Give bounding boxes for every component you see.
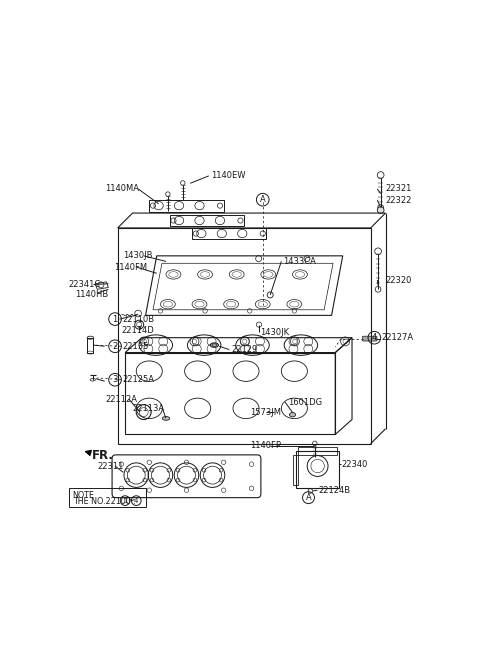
Text: 22114D: 22114D (121, 326, 154, 334)
Text: 1140FM: 1140FM (114, 263, 147, 271)
Text: 1430JB: 1430JB (123, 251, 153, 260)
Text: 4: 4 (134, 497, 138, 503)
Text: 22135: 22135 (122, 342, 149, 350)
Text: 1: 1 (123, 497, 127, 503)
Text: 1601DG: 1601DG (288, 398, 322, 406)
Bar (69, 487, 145, 507)
Text: 1430JK: 1430JK (260, 328, 289, 336)
Ellipse shape (162, 416, 170, 420)
Text: 1140EW: 1140EW (211, 172, 245, 180)
Ellipse shape (210, 343, 218, 347)
Text: 22125A: 22125A (122, 375, 155, 384)
Text: 22127A: 22127A (381, 333, 413, 342)
Text: 22311: 22311 (97, 462, 123, 471)
Text: 22129: 22129 (231, 345, 257, 354)
Text: ~: ~ (127, 496, 134, 505)
Text: THE NO.22100 :: THE NO.22100 : (72, 497, 135, 506)
Text: FR.: FR. (92, 449, 114, 462)
Bar (125, 352, 335, 434)
Text: 22113A: 22113A (132, 404, 165, 413)
Text: 22340: 22340 (342, 460, 368, 469)
Text: 22112A: 22112A (106, 394, 137, 404)
Text: 2: 2 (112, 342, 118, 350)
Text: NOTE: NOTE (72, 491, 95, 500)
Text: 22110B: 22110B (122, 315, 155, 324)
Circle shape (377, 207, 384, 213)
Ellipse shape (289, 412, 296, 417)
Text: 4: 4 (372, 333, 377, 342)
Text: 1140HB: 1140HB (75, 290, 108, 299)
Text: 1140FP: 1140FP (250, 441, 281, 450)
FancyBboxPatch shape (362, 336, 377, 341)
Text: 1: 1 (112, 315, 118, 324)
Text: 22341C: 22341C (68, 280, 100, 289)
Text: 1573JM: 1573JM (251, 408, 281, 416)
Text: A: A (260, 195, 265, 204)
Text: 22320: 22320 (385, 275, 412, 285)
Text: 1140MA: 1140MA (105, 184, 139, 194)
Text: A: A (306, 493, 312, 502)
Bar (118, 228, 371, 444)
Bar (298, 448, 337, 455)
Text: 1433CA: 1433CA (283, 257, 316, 266)
Text: 22124B: 22124B (319, 485, 351, 495)
Bar (292, 455, 298, 485)
Text: 22321: 22321 (385, 184, 412, 194)
Text: 3: 3 (112, 375, 118, 384)
Text: 22322: 22322 (385, 196, 412, 205)
